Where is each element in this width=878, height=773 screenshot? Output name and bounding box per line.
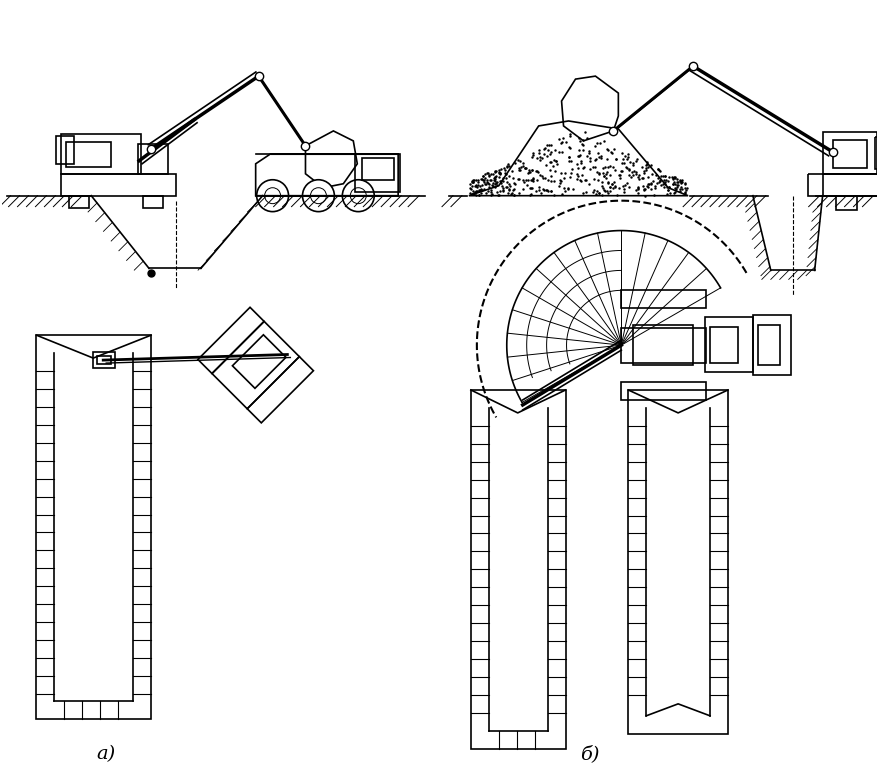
Bar bbox=[56, 136, 75, 164]
Circle shape bbox=[256, 180, 288, 212]
Bar bbox=[704, 317, 752, 372]
Polygon shape bbox=[468, 121, 687, 196]
Bar bbox=[61, 174, 176, 196]
Bar bbox=[97, 356, 111, 364]
Bar bbox=[709, 327, 738, 363]
Bar bbox=[628, 390, 727, 734]
Bar bbox=[632, 325, 692, 365]
Bar bbox=[362, 158, 393, 180]
Text: а): а) bbox=[97, 744, 116, 763]
Bar bbox=[355, 154, 399, 192]
Bar bbox=[621, 329, 705, 363]
Text: б): б) bbox=[579, 744, 599, 763]
Bar bbox=[61, 134, 140, 174]
Bar bbox=[831, 140, 867, 168]
Bar bbox=[874, 137, 878, 169]
Bar bbox=[138, 144, 168, 174]
Bar bbox=[143, 196, 162, 208]
Bar bbox=[807, 174, 878, 196]
Bar bbox=[822, 132, 876, 174]
Bar bbox=[757, 325, 779, 365]
Circle shape bbox=[342, 180, 374, 212]
Circle shape bbox=[302, 180, 334, 212]
Bar bbox=[36, 335, 151, 719]
Bar bbox=[621, 382, 705, 400]
Bar bbox=[752, 315, 790, 375]
Bar bbox=[69, 196, 90, 208]
Bar bbox=[822, 174, 878, 196]
Bar bbox=[471, 390, 565, 749]
Bar bbox=[621, 291, 705, 308]
Bar bbox=[66, 142, 111, 167]
Bar bbox=[835, 196, 857, 209]
Bar bbox=[93, 352, 115, 368]
